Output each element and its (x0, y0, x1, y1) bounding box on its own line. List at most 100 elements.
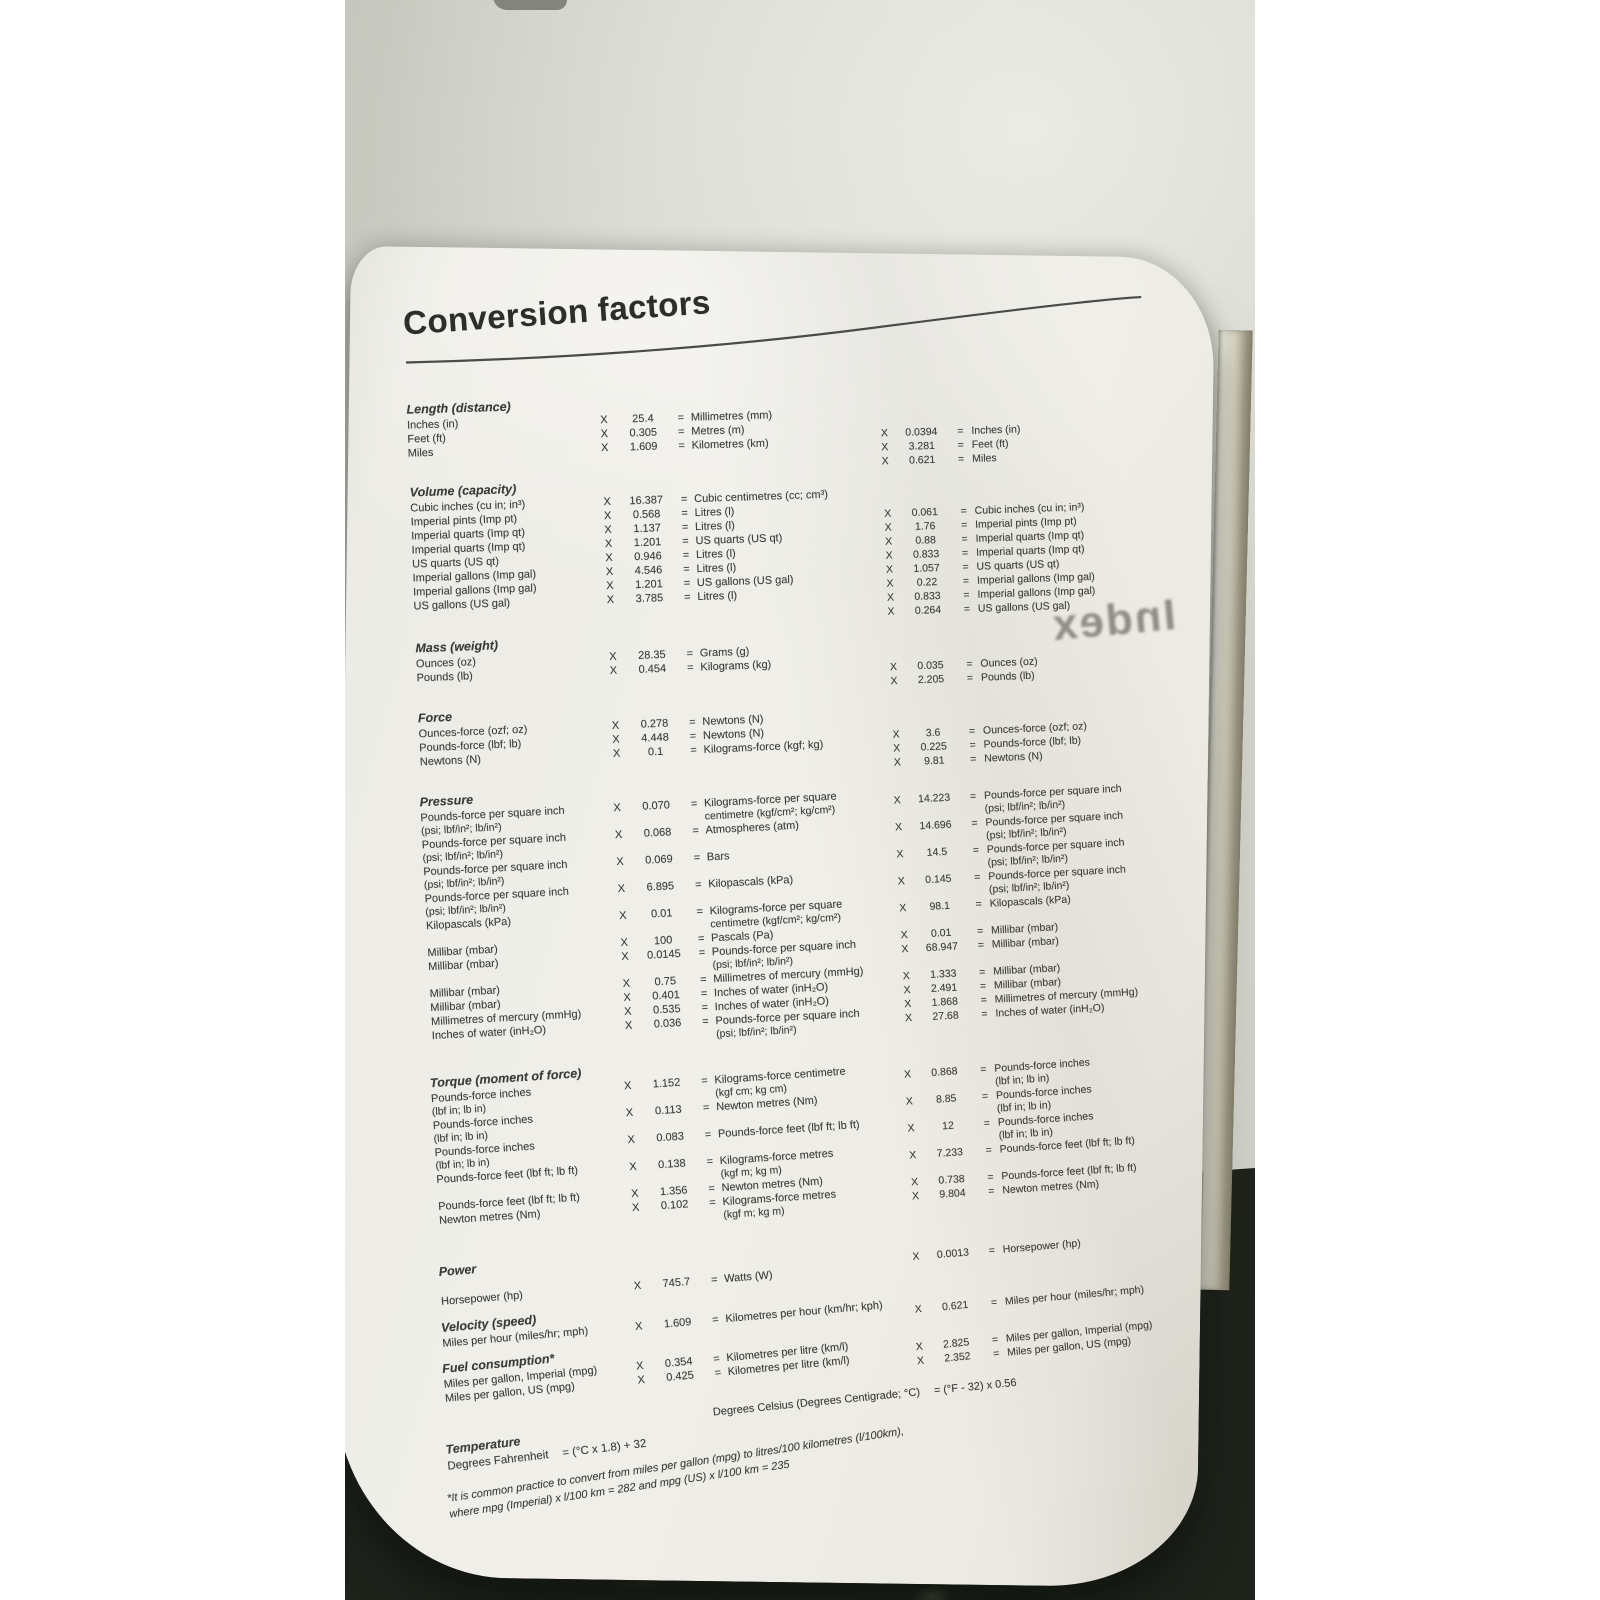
result-label: Kilometres per hour (km/hr; kph) (724, 1299, 884, 1326)
result-label: Pounds-force per square inch (psi; lbf/in… (986, 836, 1125, 869)
result-label: Kilograms-force per square centimetre (kg… (703, 790, 837, 823)
factor-value: 2.491 (930, 981, 958, 995)
result-label: Newton metres (Nm) (715, 1094, 818, 1114)
times-sign (594, 456, 616, 457)
factor-value: 25.4 (632, 412, 654, 426)
factor-value: 1.609 (629, 440, 658, 454)
times-sign: X (637, 1373, 646, 1387)
times-sign: X (612, 747, 621, 760)
conversion-row: Newtons (N) X 0.1 = Kilograms-force (kgf; kg… (420, 723, 1180, 769)
result-label: Kilometres per litre (km/l) (725, 1340, 849, 1365)
times-sign: X (884, 507, 892, 520)
factor-value: 0.0394 (905, 425, 938, 439)
times-sign (908, 1264, 926, 1265)
result-label (982, 703, 1156, 711)
equals-sign: = (969, 790, 977, 803)
equals-sign: = (710, 1273, 718, 1287)
conversion-row: X 0.264 = US gallons (US gal) (414, 589, 1174, 627)
result-label: US quarts (US qt) (695, 532, 783, 548)
conversion-row: Pounds-force per square inch (psi; lbf/in… (420, 773, 1180, 839)
result-label (974, 485, 1148, 491)
times-sign: X (884, 521, 892, 534)
factor-value: 0.621 (908, 453, 936, 467)
factor-value (893, 411, 949, 413)
times-sign: X (894, 821, 903, 834)
conversion-row: Ounces-force (ozf; oz) X 0.278 = Newtons (N) (418, 695, 1178, 741)
factor-value: 0.401 (652, 989, 681, 1003)
times-sign: X (912, 1250, 921, 1263)
equals-sign: = (960, 519, 968, 532)
equals-sign: = (686, 647, 694, 661)
factor-value: 0.113 (654, 1103, 683, 1118)
times-sign: X (892, 728, 900, 741)
equals-sign: = (678, 439, 686, 453)
equals-sign: = (693, 851, 701, 865)
factor-value: 0.1 (647, 745, 664, 759)
equals-sign: = (683, 591, 691, 604)
equals-sign: = (988, 1244, 996, 1257)
section: Force Ounces-force (ozf; oz) X 0.278 = Newton… (418, 678, 1180, 783)
factor-value (896, 492, 952, 494)
conversion-row: Imperial pints (Imp pt) X 0.568 = Litres (l)… (411, 491, 1171, 529)
result-label: Ounces (oz) (980, 655, 1038, 670)
conversion-row: X 2.205 = Pounds (lb) (417, 657, 1177, 699)
times-sign: X (897, 875, 906, 888)
section-heading: Mass (weight) (415, 638, 499, 656)
factor-value: 1.356 (659, 1184, 688, 1199)
result-label: Litres (l) (697, 589, 738, 604)
conversion-row: Inches (in) X 25.4 = Millimetres (mm) (407, 398, 1167, 432)
result-label: Imperial gallons (Imp gal) (976, 570, 1096, 587)
equals-sign: = (688, 716, 696, 729)
times-sign: X (623, 1005, 632, 1018)
unit-label: Miles per hour (miles/hr; mph) (442, 1325, 589, 1350)
celsius-formula: = (°F - 32) x 0.56 (933, 1376, 1018, 1397)
equals-sign (672, 454, 692, 455)
times-sign: X (880, 427, 889, 440)
conversion-row: Pounds (lb) X 0.454 = Kilograms (kg) X 0.035 = O… (416, 643, 1176, 685)
equals-sign: = (978, 966, 986, 979)
section: Length (distance) Inches (in) X 25.4 = Millim… (406, 381, 1168, 474)
conversion-row: Millibar (mbar) X 100 = Pascals (Pa) X 0.01 = Mi… (427, 907, 1187, 960)
factor-value: 12 (941, 1119, 955, 1133)
equals-sign: = (698, 946, 706, 959)
times-sign: X (887, 605, 895, 618)
times-sign: X (625, 1106, 634, 1120)
result-label: Imperial quarts (Imp qt) (975, 529, 1085, 545)
times-sign: X (914, 1303, 923, 1316)
result-label: Pounds-force (lbf; lb) (983, 734, 1082, 751)
times-sign: X (892, 742, 901, 755)
times-sign: X (904, 997, 912, 1011)
result-label: Inches of water (inH₂O) (714, 995, 830, 1014)
factor-value (628, 759, 684, 761)
conversion-row: Pounds-force (lbf; lb) X 4.448 = Newtons (N)… (419, 709, 1179, 755)
factor-value: 0.738 (938, 1173, 966, 1187)
equals-sign: = (681, 521, 689, 534)
result-label: Pounds-force inches (lbf in; lb in) (997, 1110, 1094, 1142)
equals-sign: = (979, 1063, 987, 1076)
page-content: Index Conversion factors Length (distanc… (402, 276, 1208, 1523)
result-label: Pounds-force inches (lbf in; lb in) (993, 1056, 1091, 1088)
times-sign: X (886, 591, 895, 604)
times-sign (600, 608, 622, 609)
result-label: US gallons (US gal) (977, 599, 1071, 615)
result-label: Miles per gallon, Imperial (mpg) (1005, 1318, 1153, 1345)
factor-value: 0.621 (941, 1298, 969, 1314)
times-sign: X (627, 1133, 636, 1147)
equals-sign: = (696, 905, 704, 919)
times-sign: X (893, 756, 902, 769)
equals-sign: = (975, 898, 983, 911)
equals-sign: = (700, 1074, 709, 1088)
factor-value: 0.868 (930, 1065, 958, 1079)
unit-label: Miles per gallon, US (mpg) (444, 1380, 576, 1405)
section-heading: Power (438, 1262, 477, 1279)
conversion-sections: Length (distance) Inches (in) X 25.4 = Millim… (406, 373, 1204, 1405)
conversion-row: Ounces (oz) X 28.35 = Grams (g) (416, 629, 1176, 671)
times-sign (625, 1265, 647, 1267)
factor-value: 0.535 (652, 1003, 681, 1017)
result-label: Horsepower (hp) (1002, 1237, 1082, 1256)
times-sign: X (903, 1068, 912, 1081)
result-label: Watts (W) (723, 1269, 774, 1286)
conversion-row: Miles per gallon, Imperial (mpg) X 0.354 = K… (443, 1307, 1201, 1391)
section-heading: Force (417, 709, 453, 726)
unit-label: Pounds-force (lbf; lb) (419, 737, 522, 755)
